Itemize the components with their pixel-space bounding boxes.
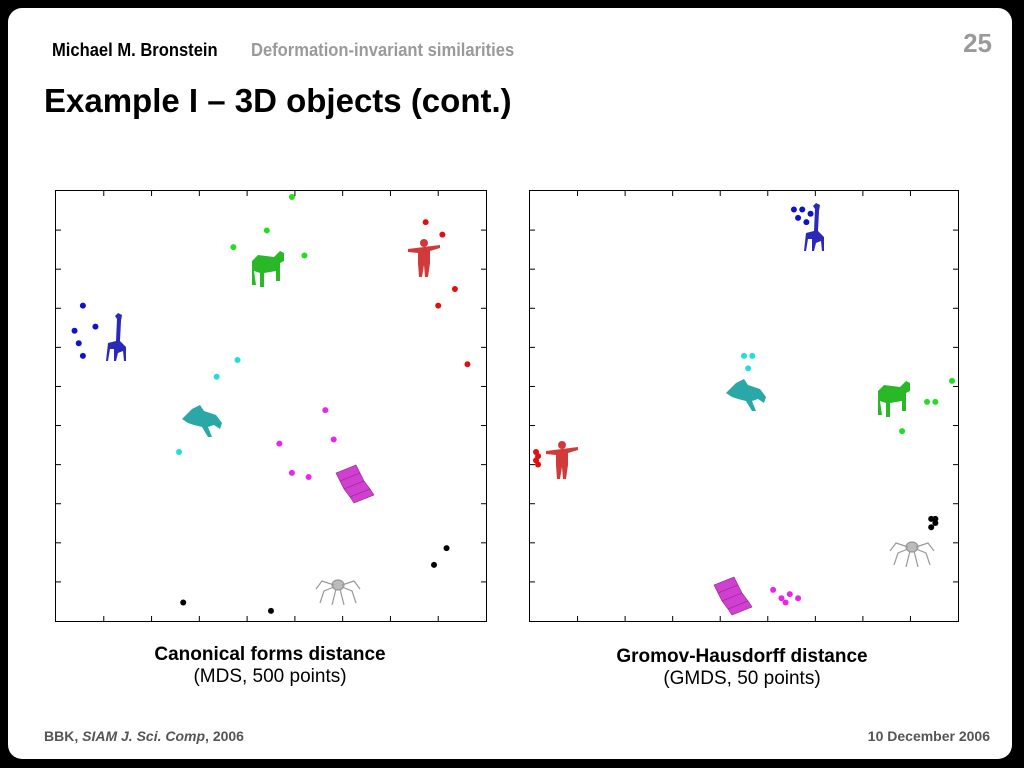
right-plot-canvas	[530, 191, 958, 621]
spider-data-point	[431, 561, 438, 568]
giraffe-data-point	[92, 323, 99, 330]
human-data-point	[451, 285, 458, 292]
spider-data-point	[932, 515, 939, 522]
horse-data-point	[949, 377, 955, 384]
header-topic: Deformation-invariant similarities	[251, 40, 515, 60]
shape-data-point	[782, 599, 789, 606]
left-embedding-plot	[55, 190, 487, 622]
cat-data-point	[176, 448, 183, 455]
giraffe-data-point	[799, 206, 806, 213]
cat-data-point	[234, 357, 241, 364]
horse-data-point	[924, 398, 931, 405]
human-data-point	[422, 219, 429, 226]
left-plot-caption: Canonical forms distance (MDS, 500 point…	[90, 644, 450, 688]
spider-model-icon	[315, 579, 361, 606]
horse-data-point	[301, 252, 308, 259]
giraffe-data-point	[790, 206, 797, 213]
slide-title: Example I – 3D objects (cont.)	[44, 82, 512, 119]
spider-data-point	[443, 545, 450, 552]
footer-citation: BBK, SIAM J. Sci. Comp, 2006	[44, 728, 244, 744]
right-caption-main: Gromov-Hausdorff distance	[616, 646, 868, 667]
shape-data-point	[778, 595, 785, 602]
shape-data-point	[276, 440, 283, 447]
citation-journal: SIAM J. Sci. Comp	[82, 728, 206, 744]
human-data-point	[464, 361, 471, 368]
folded-shape-model-icon	[713, 576, 753, 616]
spider-data-point	[268, 607, 274, 614]
shape-data-point	[322, 407, 329, 414]
giraffe-data-point	[79, 352, 86, 359]
right-caption-sub: (GMDS, 50 points)	[663, 668, 821, 689]
shape-data-point	[770, 586, 777, 593]
cat-data-point	[213, 373, 220, 380]
page-number: 25	[963, 28, 992, 58]
citation-prefix: BBK,	[44, 728, 83, 744]
cat-model-icon	[726, 379, 766, 411]
spider-data-point	[928, 524, 935, 531]
horse-model-icon	[252, 251, 284, 287]
giraffe-data-point	[79, 302, 86, 309]
human-model-icon	[408, 239, 440, 277]
horse-data-point	[899, 428, 906, 435]
horse-data-point	[932, 398, 939, 405]
horse-data-point	[263, 227, 270, 234]
giraffe-data-point	[795, 214, 802, 221]
giraffe-data-point	[803, 219, 810, 226]
horse-data-point	[230, 244, 237, 251]
left-plot-canvas	[56, 191, 486, 621]
giraffe-model-icon	[106, 313, 126, 361]
left-caption-main: Canonical forms distance	[154, 644, 386, 665]
cat-data-point	[745, 365, 752, 372]
spider-data-point	[928, 515, 935, 522]
human-data-point	[439, 231, 446, 238]
giraffe-data-point	[75, 340, 82, 347]
left-caption-sub: (MDS, 500 points)	[193, 666, 347, 687]
spider-data-point	[932, 520, 939, 527]
giraffe-data-point	[71, 327, 78, 334]
human-model-icon	[546, 441, 578, 479]
cat-model-icon	[182, 405, 222, 437]
header-author: Michael M. Bronstein	[52, 40, 218, 60]
cat-data-point	[749, 352, 756, 359]
slide: Michael M. Bronstein Deformation-invaria…	[8, 8, 1012, 759]
cat-data-point	[741, 352, 747, 359]
horse-model-icon	[878, 381, 910, 417]
citation-suffix: , 2006	[205, 728, 244, 744]
horse-data-point	[288, 194, 295, 200]
spider-data-point	[180, 599, 187, 606]
footer-date: 10 December 2006	[867, 728, 990, 744]
right-embedding-plot	[529, 190, 959, 622]
folded-shape-model-icon	[335, 464, 375, 504]
human-data-point	[535, 461, 542, 468]
shape-data-point	[786, 591, 793, 598]
shape-data-point	[305, 474, 312, 481]
spider-model-icon	[889, 541, 935, 568]
giraffe-data-point	[807, 210, 814, 217]
human-data-point	[435, 302, 442, 309]
shape-data-point	[330, 436, 337, 443]
giraffe-model-icon	[804, 203, 824, 251]
shape-data-point	[795, 595, 802, 602]
right-plot-caption: Gromov-Hausdorff distance (GMDS, 50 poin…	[562, 646, 922, 690]
shape-data-point	[288, 469, 295, 476]
